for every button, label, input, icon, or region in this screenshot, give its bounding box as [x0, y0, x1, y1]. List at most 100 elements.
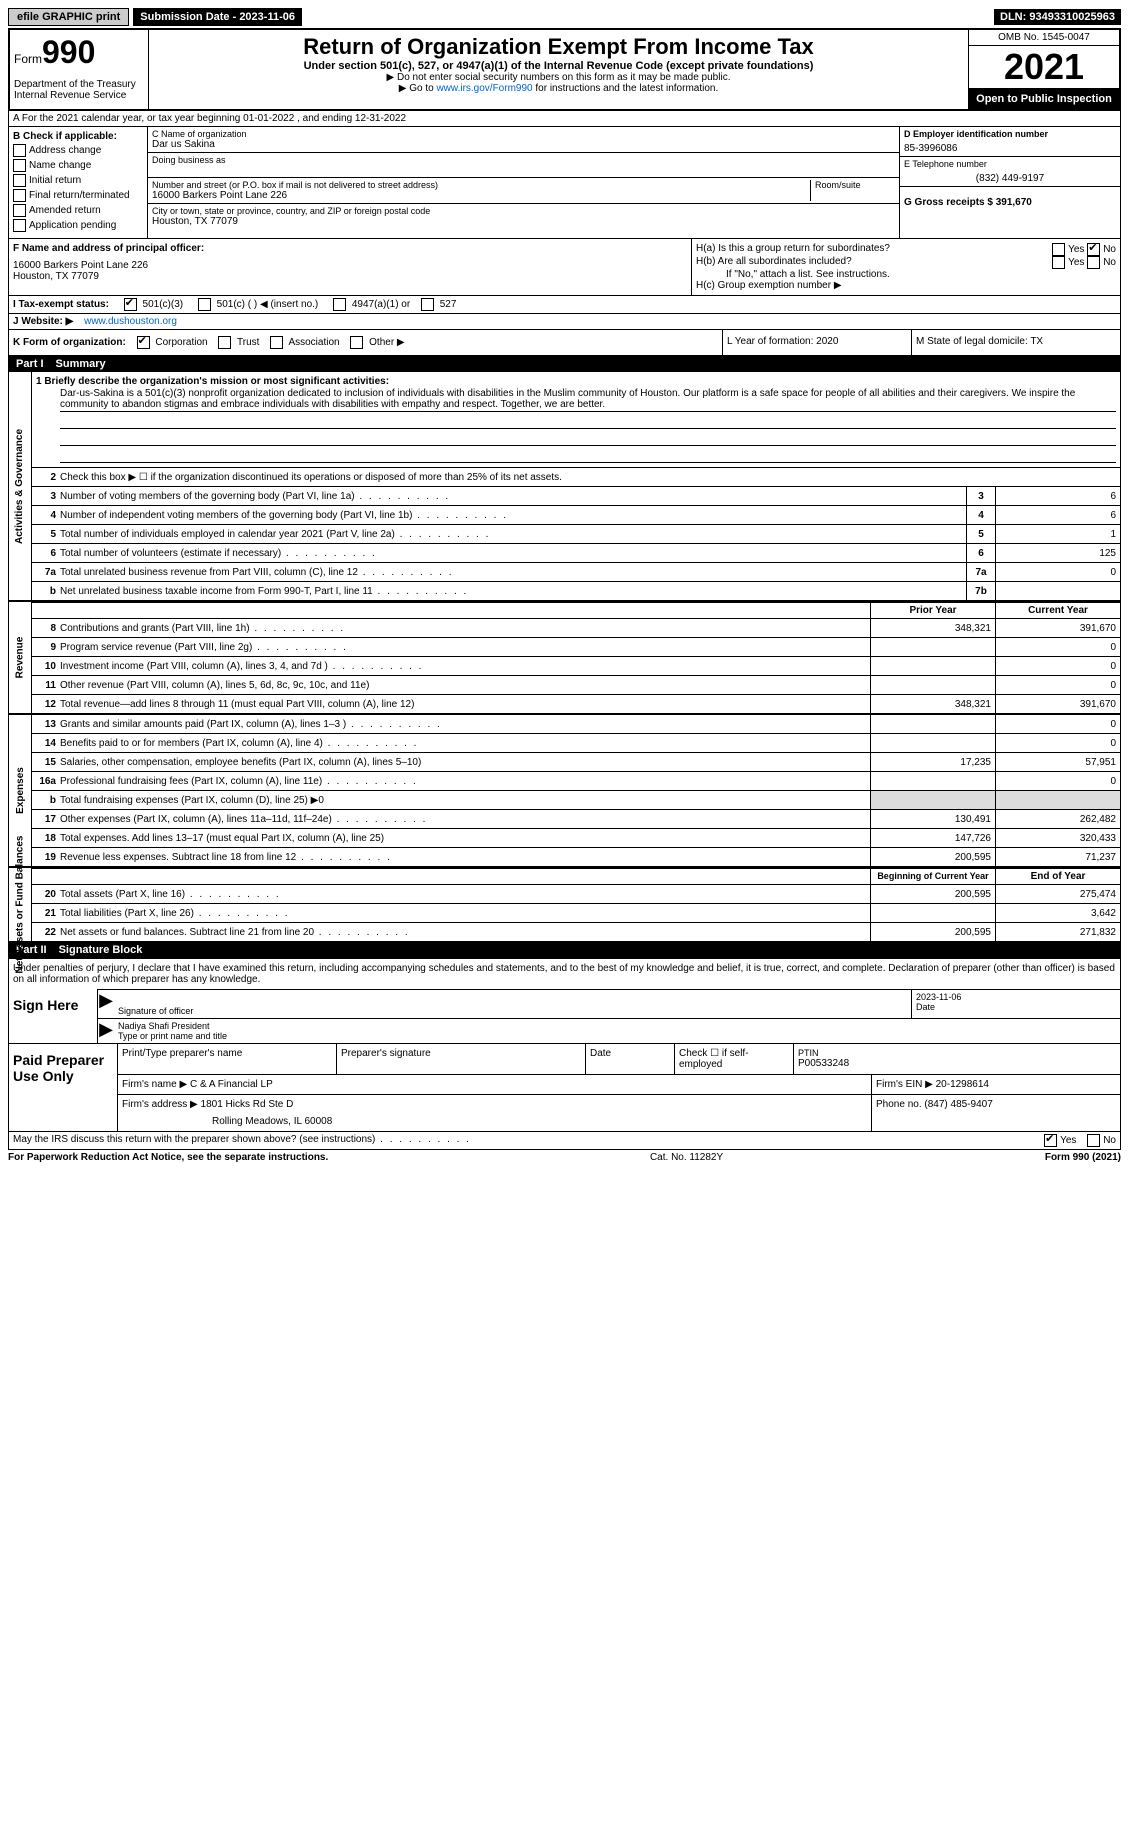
- chk-ha-yes[interactable]: [1052, 243, 1065, 256]
- line-4: Number of independent voting members of …: [60, 508, 966, 523]
- sig-officer-label: Signature of officer: [118, 1006, 907, 1016]
- chk-pending[interactable]: [13, 219, 26, 232]
- c18: 320,433: [995, 829, 1120, 847]
- l-year-formation: L Year of formation: 2020: [722, 330, 911, 355]
- chk-trust[interactable]: [218, 336, 231, 349]
- opt-corp: Corporation: [155, 337, 207, 348]
- hb-yes: Yes: [1068, 257, 1084, 268]
- chk-527[interactable]: [421, 298, 434, 311]
- i-label: I Tax-exempt status:: [13, 299, 109, 310]
- chk-hb-yes[interactable]: [1052, 256, 1065, 269]
- val-3: 6: [995, 487, 1120, 505]
- p16b-shade: [870, 791, 995, 809]
- p18: 147,726: [870, 829, 995, 847]
- opt-assoc: Association: [288, 337, 339, 348]
- ein-value: 85-3996086: [904, 143, 1116, 154]
- opt-501c: 501(c) ( ) ◀ (insert no.): [217, 299, 319, 310]
- chk-hb-no[interactable]: [1087, 256, 1100, 269]
- chk-501c3[interactable]: [124, 298, 137, 311]
- ha-yes: Yes: [1068, 244, 1084, 255]
- line-10: Investment income (Part VIII, column (A)…: [60, 659, 870, 674]
- pp-h3: Date: [586, 1044, 675, 1074]
- chk-other[interactable]: [350, 336, 363, 349]
- firm-addr-label: Firm's address ▶: [122, 1099, 198, 1110]
- e-label: E Telephone number: [904, 159, 1116, 169]
- side-activities: Activities & Governance: [9, 372, 32, 600]
- perjury-text: Under penalties of perjury, I declare th…: [9, 959, 1120, 989]
- chk-501c[interactable]: [198, 298, 211, 311]
- firm-addr: 1801 Hicks Rd Ste D: [201, 1099, 294, 1110]
- line-16a: Professional fundraising fees (Part IX, …: [60, 774, 870, 789]
- c14: 0: [995, 734, 1120, 752]
- c13: 0: [995, 715, 1120, 733]
- col-c-org-info: C Name of organization Dar us Sakina Doi…: [148, 127, 899, 238]
- line-17: Other expenses (Part IX, column (A), lin…: [60, 812, 870, 827]
- j-label: J Website: ▶: [13, 316, 73, 327]
- col-d-ein: D Employer identification number 85-3996…: [899, 127, 1120, 238]
- val-7b: [995, 582, 1120, 600]
- line-7a: Total unrelated business revenue from Pa…: [60, 565, 966, 580]
- part-1-label: Part I: [16, 358, 44, 370]
- chk-initial[interactable]: [13, 174, 26, 187]
- lbl-final: Final return/terminated: [29, 190, 130, 201]
- pp-h4: Check ☐ if self-employed: [675, 1044, 794, 1074]
- hdr-current: Current Year: [995, 603, 1120, 618]
- org-city: Houston, TX 77079: [152, 216, 895, 227]
- firm-ein-label: Firm's EIN ▶: [876, 1079, 933, 1090]
- open-public-badge: Open to Public Inspection: [969, 89, 1119, 109]
- discuss-no: No: [1103, 1135, 1116, 1146]
- chk-discuss-yes[interactable]: [1044, 1134, 1057, 1147]
- row-k-l-m: K Form of organization: Corporation Trus…: [8, 330, 1121, 356]
- chk-name[interactable]: [13, 159, 26, 172]
- pp-h2: Preparer's signature: [337, 1044, 586, 1074]
- f-label: F Name and address of principal officer:: [13, 243, 687, 254]
- opt-4947: 4947(a)(1) or: [352, 299, 410, 310]
- org-name: Dar us Sakina: [152, 139, 895, 150]
- chk-discuss-no[interactable]: [1087, 1134, 1100, 1147]
- m-state-domicile: M State of legal domicile: TX: [911, 330, 1120, 355]
- c17: 262,482: [995, 810, 1120, 828]
- c15: 57,951: [995, 753, 1120, 771]
- form-title: Return of Organization Exempt From Incom…: [153, 34, 964, 60]
- note-goto: ▶ Go to www.irs.gov/Form990 for instruct…: [153, 83, 964, 94]
- d-label: D Employer identification number: [904, 129, 1116, 139]
- c8: 391,670: [995, 619, 1120, 637]
- line-21: Total liabilities (Part X, line 26): [60, 906, 870, 921]
- chk-amended[interactable]: [13, 204, 26, 217]
- hdr-begin: Beginning of Current Year: [870, 869, 995, 884]
- addr-label: Number and street (or P.O. box if mail i…: [152, 180, 806, 190]
- line-12: Total revenue—add lines 8 through 11 (mu…: [60, 697, 870, 712]
- chk-ha-no[interactable]: [1087, 243, 1100, 256]
- side-netassets: Net Assets or Fund Balances: [9, 868, 32, 941]
- line-14: Benefits paid to or for members (Part IX…: [60, 736, 870, 751]
- firm-ein: 20-1298614: [936, 1079, 989, 1090]
- chk-final[interactable]: [13, 189, 26, 202]
- line-9: Program service revenue (Part VIII, line…: [60, 640, 870, 655]
- line-22: Net assets or fund balances. Subtract li…: [60, 925, 870, 940]
- note-pre: ▶ Go to: [399, 83, 437, 94]
- chk-address[interactable]: [13, 144, 26, 157]
- p12: 348,321: [870, 695, 995, 713]
- lbl-initial: Initial return: [29, 175, 81, 186]
- mission-text: Dar-us-Sakina is a 501(c)(3) nonprofit o…: [60, 387, 1116, 412]
- city-label: City or town, state or province, country…: [152, 206, 895, 216]
- line-19: Revenue less expenses. Subtract line 18 …: [60, 850, 870, 865]
- p20: 200,595: [870, 885, 995, 903]
- col-b-checkboxes: B Check if applicable: Address change Na…: [9, 127, 148, 238]
- website-link[interactable]: www.dushouston.org: [84, 316, 177, 327]
- form-990-num: 990: [42, 34, 95, 70]
- c16b-shade: [995, 791, 1120, 809]
- dba-label: Doing business as: [152, 155, 895, 165]
- note-post: for instructions and the latest informat…: [533, 83, 719, 94]
- pp-h5: PTIN: [798, 1048, 1116, 1058]
- c22: 271,832: [995, 923, 1120, 941]
- dln-label: DLN: 93493310025963: [994, 9, 1121, 25]
- chk-corp[interactable]: [137, 336, 150, 349]
- line-20: Total assets (Part X, line 16): [60, 887, 870, 902]
- chk-4947[interactable]: [333, 298, 346, 311]
- firm-phone: (847) 485-9407: [924, 1099, 992, 1110]
- tax-year: 2021: [969, 46, 1119, 89]
- line-5: Total number of individuals employed in …: [60, 527, 966, 542]
- irs-link[interactable]: www.irs.gov/Form990: [436, 83, 532, 94]
- chk-assoc[interactable]: [270, 336, 283, 349]
